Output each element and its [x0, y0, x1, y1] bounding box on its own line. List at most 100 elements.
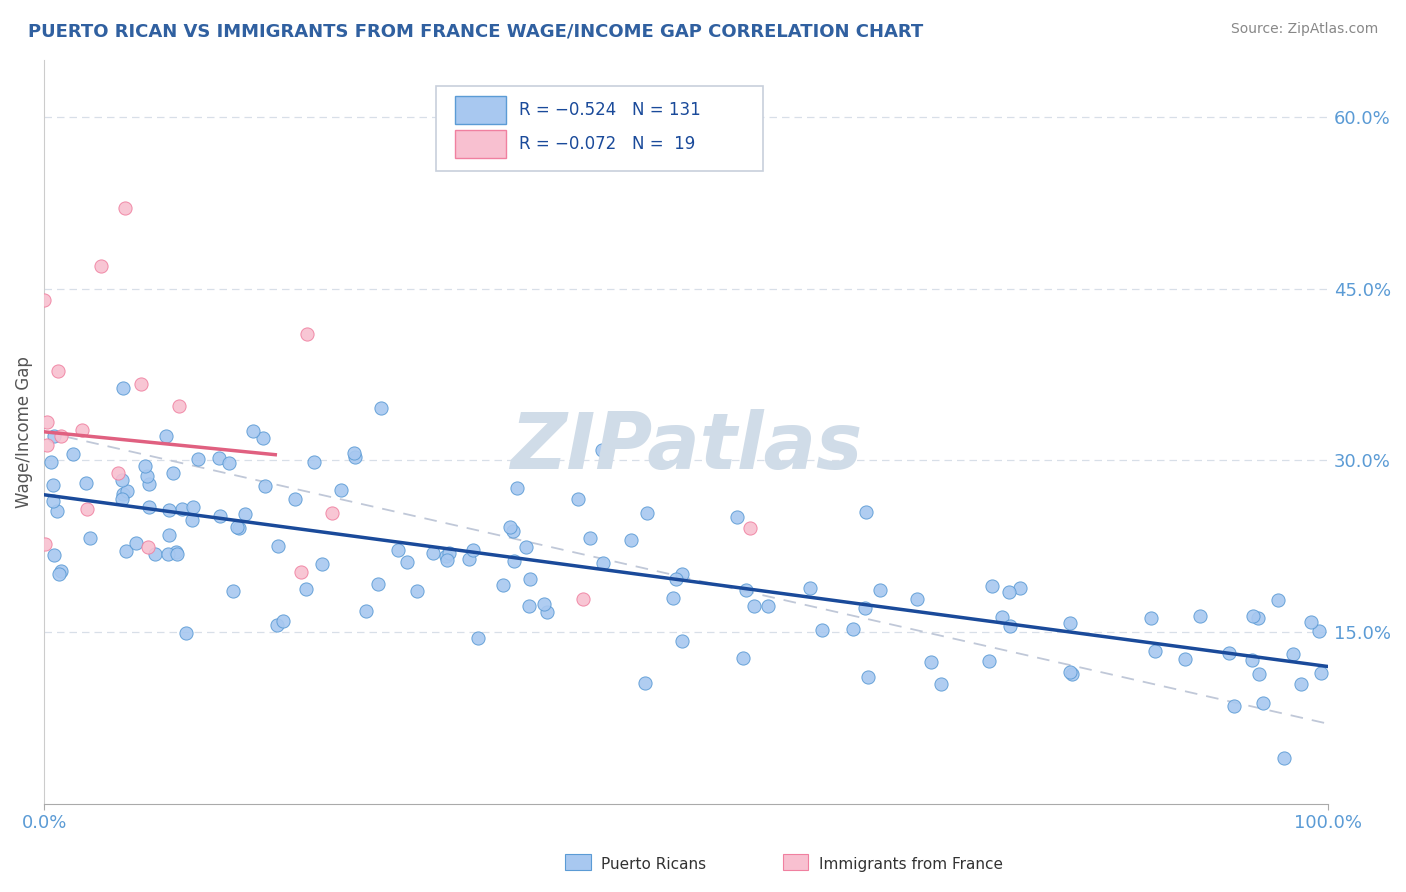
Point — [49, 564, 72, 578]
Point — [1267, 593, 1289, 607]
Point — [1060, 666, 1083, 681]
Point — [162, 466, 184, 480]
Point — [110, 492, 132, 507]
Point — [856, 670, 879, 684]
Point — [114, 202, 136, 216]
Point — [114, 544, 136, 558]
FancyBboxPatch shape — [436, 86, 763, 171]
Point — [155, 429, 177, 443]
Point — [1189, 608, 1212, 623]
Point — [39, 455, 62, 469]
Point — [395, 556, 418, 570]
Point — [1251, 696, 1274, 710]
Point — [138, 477, 160, 491]
Bar — [783, 854, 808, 870]
Point — [70, 423, 93, 437]
FancyBboxPatch shape — [456, 129, 506, 158]
Point — [226, 520, 249, 534]
Point — [387, 543, 409, 558]
Point — [167, 399, 190, 413]
Text: Puerto Ricans: Puerto Ricans — [562, 857, 707, 872]
Point — [1059, 665, 1081, 679]
Point — [436, 553, 458, 567]
Point — [931, 677, 953, 691]
Point — [107, 467, 129, 481]
Point — [186, 451, 208, 466]
Point — [620, 533, 643, 547]
Point — [634, 676, 657, 690]
Text: R = −0.524   N = 131: R = −0.524 N = 131 — [519, 101, 702, 120]
Point — [1000, 618, 1022, 632]
Point — [90, 259, 112, 273]
Point — [138, 500, 160, 514]
Point — [869, 583, 891, 598]
Text: ZIPatlas: ZIPatlas — [510, 409, 862, 484]
Point — [233, 507, 256, 521]
Point — [136, 469, 159, 483]
Point — [48, 566, 70, 581]
Point — [519, 572, 541, 586]
Point — [34, 537, 56, 551]
Point — [981, 579, 1004, 593]
Point — [46, 504, 69, 518]
Point — [799, 581, 821, 595]
Point — [111, 473, 134, 487]
Point — [35, 415, 58, 429]
Point — [636, 506, 658, 520]
Text: R = −0.072   N =  19: R = −0.072 N = 19 — [519, 135, 696, 153]
Point — [35, 438, 58, 452]
Point — [242, 424, 264, 438]
Point — [662, 591, 685, 606]
Point — [855, 505, 877, 519]
Point — [302, 455, 325, 469]
Point — [183, 500, 205, 514]
Point — [1246, 610, 1268, 624]
Point — [742, 599, 765, 613]
Text: Immigrants from France: Immigrants from France — [780, 857, 1004, 872]
Bar — [565, 854, 591, 870]
Point — [725, 510, 748, 524]
Point — [592, 557, 614, 571]
Point — [290, 566, 312, 580]
Text: PUERTO RICAN VS IMMIGRANTS FROM FRANCE WAGE/INCOME GAP CORRELATION CHART: PUERTO RICAN VS IMMIGRANTS FROM FRANCE W… — [28, 22, 924, 40]
Point — [1247, 666, 1270, 681]
Point — [734, 582, 756, 597]
Point — [157, 528, 180, 542]
Point — [1289, 677, 1312, 691]
Point — [111, 487, 134, 501]
Point — [536, 605, 558, 619]
Point — [311, 557, 333, 571]
Point — [492, 578, 515, 592]
Point — [295, 327, 318, 342]
Point — [572, 591, 595, 606]
Point — [166, 547, 188, 561]
Point — [145, 547, 167, 561]
Point — [1272, 751, 1295, 765]
Point — [905, 591, 928, 606]
Point — [406, 584, 429, 599]
Point — [671, 633, 693, 648]
Point — [273, 614, 295, 628]
Point — [811, 623, 834, 637]
Point — [1308, 624, 1330, 638]
Point — [1143, 644, 1166, 658]
Point — [42, 477, 65, 491]
Point — [1223, 699, 1246, 714]
Point — [503, 554, 526, 568]
Point — [1310, 665, 1333, 680]
Point — [1174, 652, 1197, 666]
Point — [467, 632, 489, 646]
Point — [499, 520, 522, 534]
Point — [1218, 647, 1240, 661]
Point — [125, 535, 148, 549]
Point — [519, 599, 541, 613]
Point — [740, 521, 762, 535]
Point — [134, 459, 156, 474]
Point — [42, 494, 65, 508]
Point — [252, 431, 274, 445]
Point — [131, 376, 153, 391]
Point — [977, 654, 1000, 668]
Point — [591, 442, 613, 457]
Point — [920, 655, 942, 669]
Point — [329, 483, 352, 497]
